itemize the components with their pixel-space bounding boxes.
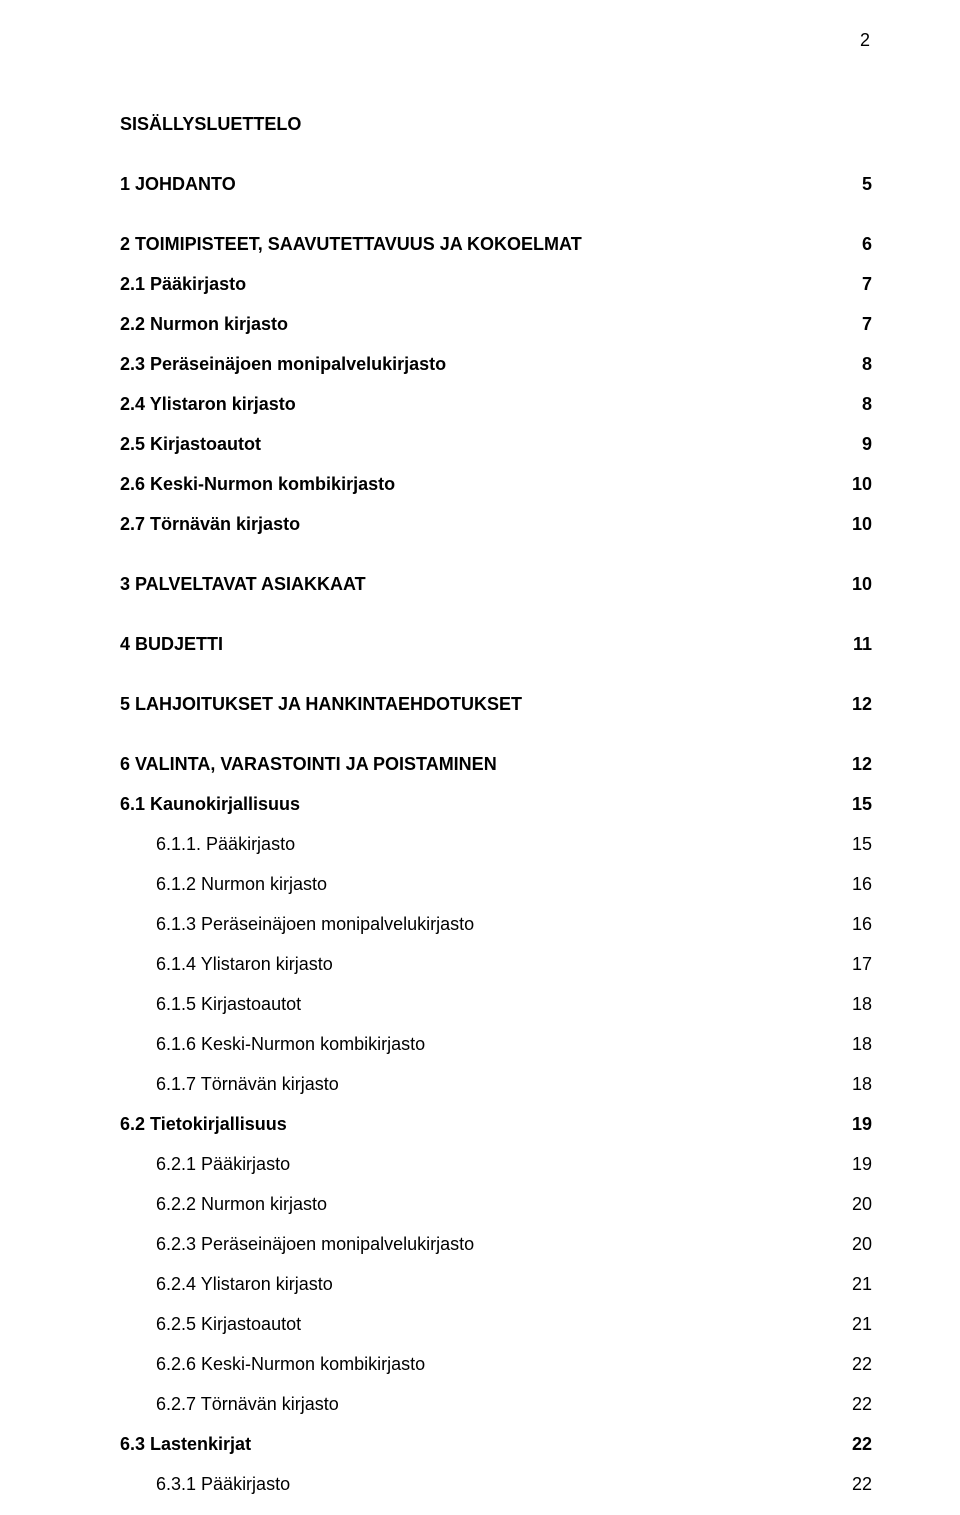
toc-label: 6.1 Kaunokirjallisuus xyxy=(120,795,300,813)
toc-label: 6.1.4 Ylistaron kirjasto xyxy=(120,955,333,973)
toc-label: 2.7 Törnävän kirjasto xyxy=(120,515,300,533)
toc-page-number: 22 xyxy=(842,1435,872,1453)
toc-page-number: 10 xyxy=(842,515,872,533)
toc-label: 6.2.3 Peräseinäjoen monipalvelukirjasto xyxy=(120,1235,474,1253)
page-number: 2 xyxy=(860,30,870,51)
toc-row: 6.1.1. Pääkirjasto 15 xyxy=(120,835,872,853)
toc-label: 2.6 Keski-Nurmon kombikirjasto xyxy=(120,475,395,493)
toc-label: 2.1 Pääkirjasto xyxy=(120,275,246,293)
toc-row: 6.1.5 Kirjastoautot 18 xyxy=(120,995,872,1013)
toc-page-number: 19 xyxy=(842,1155,872,1173)
toc-heading: SISÄLLYSLUETTELO xyxy=(120,115,301,133)
toc-label: 6.2.4 Ylistaron kirjasto xyxy=(120,1275,333,1293)
toc-row: 6.2.7 Törnävän kirjasto 22 xyxy=(120,1395,872,1413)
toc-page-number: 6 xyxy=(842,235,872,253)
toc-page-number: 16 xyxy=(842,915,872,933)
toc-label: 6.1.2 Nurmon kirjasto xyxy=(120,875,327,893)
toc-row: 6.2 Tietokirjallisuus 19 xyxy=(120,1115,872,1133)
toc-page-number: 10 xyxy=(842,575,872,593)
toc-row: 2.3 Peräseinäjoen monipalvelukirjasto 8 xyxy=(120,355,872,373)
toc-label: 2.2 Nurmon kirjasto xyxy=(120,315,288,333)
toc-page-number: 22 xyxy=(842,1395,872,1413)
toc-label: 6.3 Lastenkirjat xyxy=(120,1435,251,1453)
toc-row: 2.7 Törnävän kirjasto 10 xyxy=(120,515,872,533)
toc-label: 1 JOHDANTO xyxy=(120,175,236,193)
toc-row: 2.6 Keski-Nurmon kombikirjasto 10 xyxy=(120,475,872,493)
toc-label: 6.2 Tietokirjallisuus xyxy=(120,1115,287,1133)
toc-page-number: 18 xyxy=(842,995,872,1013)
toc-page-number: 17 xyxy=(842,955,872,973)
toc-page-number: 15 xyxy=(842,795,872,813)
toc-heading-row: SISÄLLYSLUETTELO xyxy=(120,115,872,133)
toc-page-number: 18 xyxy=(842,1075,872,1093)
toc-row: 5 LAHJOITUKSET JA HANKINTAEHDOTUKSET 12 xyxy=(120,695,872,713)
toc-row: 2.4 Ylistaron kirjasto 8 xyxy=(120,395,872,413)
toc-label: 6.2.5 Kirjastoautot xyxy=(120,1315,301,1333)
toc-label: 2.4 Ylistaron kirjasto xyxy=(120,395,296,413)
toc-page-number: 10 xyxy=(842,475,872,493)
toc-page-number: 16 xyxy=(842,875,872,893)
toc-page-number: 12 xyxy=(842,695,872,713)
toc-page-number: 21 xyxy=(842,1315,872,1333)
toc-content: SISÄLLYSLUETTELO 1 JOHDANTO 5 2 TOIMIPISTE… xyxy=(120,115,872,1493)
toc-list: 1 JOHDANTO 5 2 TOIMIPISTEET, SAAVUTETTAVUU… xyxy=(120,175,872,1493)
toc-page-number: 7 xyxy=(842,315,872,333)
toc-row: 6.2.1 Pääkirjasto 19 xyxy=(120,1155,872,1173)
toc-row: 6.2.6 Keski-Nurmon kombikirjasto 22 xyxy=(120,1355,872,1373)
document-page: 2 SISÄLLYSLUETTELO 1 JOHDANTO 5 2 TOIMIPIS… xyxy=(0,0,960,1515)
toc-page-number: 22 xyxy=(842,1355,872,1373)
toc-row: 1 JOHDANTO 5 xyxy=(120,175,872,193)
toc-row: 6.3 Lastenkirjat 22 xyxy=(120,1435,872,1453)
toc-row: 6.2.5 Kirjastoautot 21 xyxy=(120,1315,872,1333)
toc-label: 2 TOIMIPISTEET, SAAVUTETTAVUUS JA KOKOEL… xyxy=(120,235,582,253)
toc-page-number: 8 xyxy=(842,355,872,373)
toc-label: 6.1.7 Törnävän kirjasto xyxy=(120,1075,339,1093)
toc-label: 3 PALVELTAVAT ASIAKKAAT xyxy=(120,575,366,593)
toc-page-number: 21 xyxy=(842,1275,872,1293)
toc-label: 6.2.1 Pääkirjasto xyxy=(120,1155,290,1173)
toc-page-number: 15 xyxy=(842,835,872,853)
toc-row: 4 BUDJETTI 11 xyxy=(120,635,872,653)
toc-label: 2.5 Kirjastoautot xyxy=(120,435,261,453)
toc-row: 6.1.2 Nurmon kirjasto 16 xyxy=(120,875,872,893)
toc-label: 6 VALINTA, VARASTOINTI JA POISTAMINEN xyxy=(120,755,497,773)
toc-row: 6.1.7 Törnävän kirjasto 18 xyxy=(120,1075,872,1093)
toc-row: 2.5 Kirjastoautot 9 xyxy=(120,435,872,453)
toc-page-number: 20 xyxy=(842,1195,872,1213)
toc-row: 2.2 Nurmon kirjasto 7 xyxy=(120,315,872,333)
toc-row: 6 VALINTA, VARASTOINTI JA POISTAMINEN 12 xyxy=(120,755,872,773)
toc-page-number: 18 xyxy=(842,1035,872,1053)
toc-label: 6.2.7 Törnävän kirjasto xyxy=(120,1395,339,1413)
toc-row: 6.1.4 Ylistaron kirjasto 17 xyxy=(120,955,872,973)
toc-label: 6.1.5 Kirjastoautot xyxy=(120,995,301,1013)
toc-row: 2 TOIMIPISTEET, SAAVUTETTAVUUS JA KOKOEL… xyxy=(120,235,872,253)
toc-row: 6.2.3 Peräseinäjoen monipalvelukirjasto 2… xyxy=(120,1235,872,1253)
toc-page-number: 5 xyxy=(842,175,872,193)
toc-label: 6.1.1. Pääkirjasto xyxy=(120,835,295,853)
toc-page-number: 11 xyxy=(842,635,872,653)
toc-label: 6.2.2 Nurmon kirjasto xyxy=(120,1195,327,1213)
toc-label: 6.2.6 Keski-Nurmon kombikirjasto xyxy=(120,1355,425,1373)
toc-row: 6.1.6 Keski-Nurmon kombikirjasto 18 xyxy=(120,1035,872,1053)
toc-label: 2.3 Peräseinäjoen monipalvelukirjasto xyxy=(120,355,446,373)
toc-page-number: 19 xyxy=(842,1115,872,1133)
toc-row: 6.1.3 Peräseinäjoen monipalvelukirjasto 1… xyxy=(120,915,872,933)
toc-row: 3 PALVELTAVAT ASIAKKAAT 10 xyxy=(120,575,872,593)
toc-row: 2.1 Pääkirjasto 7 xyxy=(120,275,872,293)
toc-label: 6.1.6 Keski-Nurmon kombikirjasto xyxy=(120,1035,425,1053)
toc-page-number: 9 xyxy=(842,435,872,453)
toc-page-number: 22 xyxy=(842,1475,872,1493)
toc-page-number: 7 xyxy=(842,275,872,293)
toc-page-number: 8 xyxy=(842,395,872,413)
toc-label: 6.1.3 Peräseinäjoen monipalvelukirjasto xyxy=(120,915,474,933)
toc-page-number: 20 xyxy=(842,1235,872,1253)
toc-label: 6.3.1 Pääkirjasto xyxy=(120,1475,290,1493)
toc-row: 6.1 Kaunokirjallisuus 15 xyxy=(120,795,872,813)
toc-row: 6.2.2 Nurmon kirjasto 20 xyxy=(120,1195,872,1213)
toc-label: 5 LAHJOITUKSET JA HANKINTAEHDOTUKSET xyxy=(120,695,522,713)
toc-row: 6.2.4 Ylistaron kirjasto 21 xyxy=(120,1275,872,1293)
toc-row: 6.3.1 Pääkirjasto 22 xyxy=(120,1475,872,1493)
toc-label: 4 BUDJETTI xyxy=(120,635,223,653)
toc-page-number: 12 xyxy=(842,755,872,773)
